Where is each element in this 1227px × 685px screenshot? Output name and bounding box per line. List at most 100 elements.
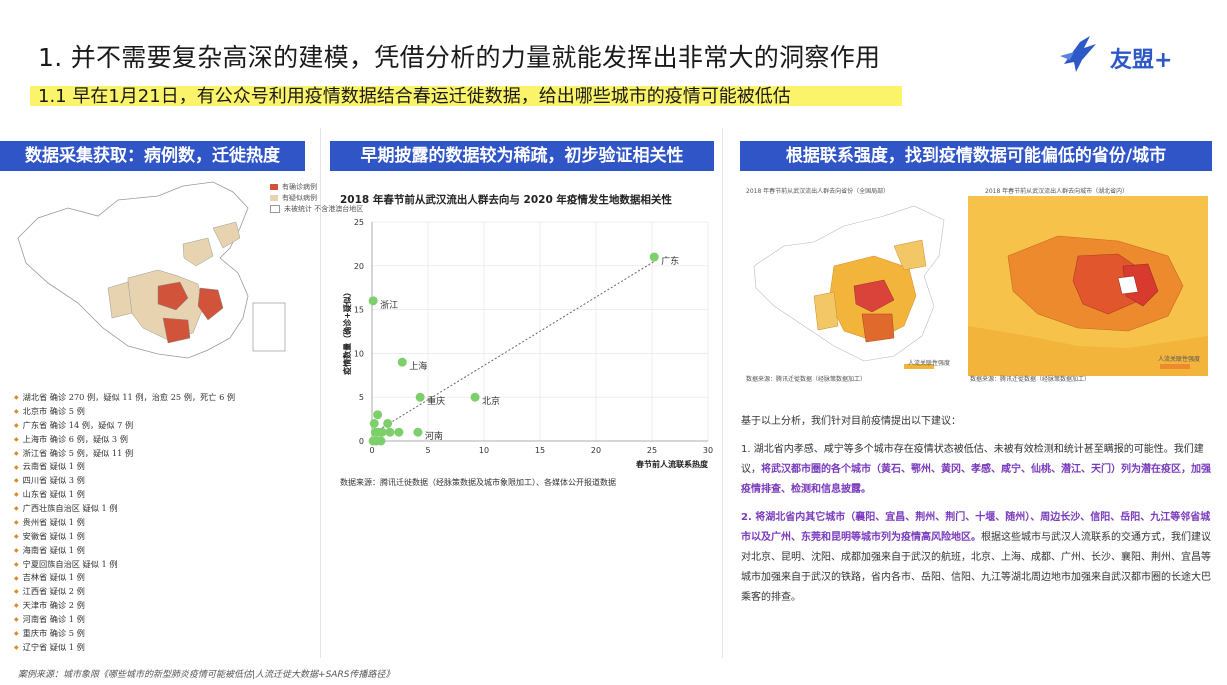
divider-right (722, 128, 723, 658)
bullet-icon: ◆ (14, 532, 19, 540)
bullet-icon: ◆ (14, 505, 19, 513)
data-point (374, 427, 384, 437)
x-tick-label: 5 (425, 446, 430, 455)
case-list-item: ◆ 辽宁省 疑似 1 例 (14, 641, 85, 652)
case-list: ◆ 湖北省 确诊 270 例，疑似 11 例，治愈 25 例，死亡 6 例 ◆ 北京市… (14, 391, 235, 655)
bullet-icon: ◆ (14, 408, 19, 415)
subtitle-highlight (30, 86, 902, 106)
umeng-bird-icon (1060, 36, 1096, 72)
bullet-icon: ◆ (14, 546, 19, 554)
hubei-city-map (968, 196, 1208, 376)
case-list-item: ◆ 上海市 确诊 6 例，疑似 3 例 (14, 433, 128, 444)
data-point (383, 418, 393, 428)
bullet-icon: ◆ (14, 588, 19, 596)
umeng-logo: 友盟+ (1056, 34, 1186, 74)
bullet-icon: ◆ (14, 491, 19, 499)
page-subtitle: 1.1 早在1月21日，有公众号利用疫情数据结合春运迁徙数据，给出哪些城市的疫情… (30, 82, 902, 108)
bullet-icon: ◆ (14, 463, 19, 471)
trend-line (371, 260, 655, 435)
case-list-item: ◆ 浙江省 确诊 5 例，疑似 11 例 (14, 447, 134, 458)
data-point (368, 296, 378, 306)
bullet-icon: ◆ (14, 435, 19, 443)
case-list-item: ◆ 天津市 确诊 2 例 (14, 600, 85, 611)
case-list-item: ◆ 宁夏回族自治区 疑似 1 例 (14, 558, 118, 569)
advice-item-2: 2. 将湖北省内其它城市（襄阳、宜昌、荆州、荆门、十堰、随州）、周边长沙、信阳、… (741, 512, 1211, 603)
case-list-item: ◆ 北京市 确诊 5 例 (14, 405, 85, 416)
map1-title: 2018 年春节前从武汉流出人群去向省份（全国局部） (746, 188, 890, 195)
case-list-item: ◆ 山东省 疑似 1 例 (14, 489, 85, 500)
x-tick-label: 10 (479, 446, 489, 455)
logo-text: 友盟+ (1110, 48, 1173, 73)
data-point (415, 392, 425, 402)
footer-source: 案例来源：城市象限《哪些城市的新型肺炎疫情可能被低估|人流迁徙大数据+SARS传… (18, 670, 395, 680)
y-tick-label: 20 (354, 262, 364, 271)
case-list-item: ◆ 四川省 疑似 3 例 (14, 475, 85, 486)
map2-legend-label: 人流关联性强度 (1158, 356, 1201, 363)
bullet-icon: ◆ (14, 477, 19, 485)
data-point (373, 410, 383, 420)
data-point (649, 252, 659, 262)
point-label: 上海 (409, 360, 427, 372)
bullet-icon: ◆ (14, 574, 19, 582)
x-tick-label: 25 (647, 446, 657, 455)
case-list-item: ◆ 江西省 疑似 2 例 (14, 586, 85, 597)
y-axis-title: 疫情数量（确诊+疑似） (342, 288, 352, 375)
x-axis-title: 春节前人流联系热度 (636, 459, 709, 469)
y-tick-label: 25 (354, 218, 364, 227)
panel1-header: 数据采集获取：病例数，迁徙热度 (0, 141, 305, 171)
case-list-item: ◆ 重庆市 确诊 5 例 (14, 627, 85, 638)
case-list-item: ◆ 吉林省 疑似 1 例 (14, 572, 85, 583)
x-tick-label: 20 (591, 446, 601, 455)
panel2-header: 早期披露的数据较为稀疏，初步验证相关性 (330, 141, 714, 171)
bullet-icon: ◆ (14, 602, 19, 610)
bullet-icon: ◆ (14, 560, 19, 568)
bullet-icon: ◆ (14, 630, 19, 637)
point-label: 重庆 (427, 395, 445, 407)
legend-suspected: 有疑似病例 (282, 194, 317, 202)
china-case-map (17, 181, 286, 359)
y-tick-label: 0 (359, 437, 364, 446)
map2-source: 数据来源：腾讯迁徙数据（经脉策数据加工） (970, 376, 1091, 383)
point-label: 浙江 (380, 299, 398, 311)
advice-text: 基于以上分析，我们针对目前疫情提出以下建议： 1. 湖北省内孝感、咸宁等多个城市… (741, 412, 1211, 616)
bullet-icon: ◆ (14, 616, 19, 624)
case-list-item: ◆ 广东省 确诊 14 例，疑似 7 例 (14, 419, 134, 430)
case-list-item: ◆ 湖北省 确诊 270 例，疑似 11 例，治愈 25 例，死亡 6 例 (14, 392, 236, 402)
chart-source: 数据来源：腾讯迁徙数据（经脉策数据及城市象限加工）、各媒体公开报道数据 (340, 478, 616, 487)
province-flow-map (753, 205, 945, 369)
data-point (376, 436, 386, 446)
case-list-item: ◆ 贵州省 疑似 1 例 (14, 516, 85, 527)
data-point (413, 427, 423, 437)
subtitle-text: 1.1 早在1月21日，有公众号利用疫情数据结合春运迁徙数据，给出哪些城市的疫情… (38, 86, 791, 107)
case-list-item: ◆ 广西壮族自治区 疑似 1 例 (14, 503, 118, 513)
advice-intro: 基于以上分析，我们针对目前疫情提出以下建议： (741, 416, 961, 427)
map-legend: 有确诊病例 有疑似病例 未被统计 不含港澳台地区 (270, 182, 363, 215)
data-point (369, 418, 379, 428)
bullet-icon: ◆ (14, 421, 19, 429)
point-label: 广东 (661, 255, 679, 267)
chart-title: 2018 年春节前从武汉流出人群去向与 2020 年疫情发生地数据相关性 (340, 194, 672, 206)
data-point (470, 392, 480, 402)
case-list-item: ◆ 云南省 疑似 1 例 (14, 461, 85, 472)
bullet-icon: ◆ (14, 519, 19, 526)
map1-source: 数据来源：腾讯迁徙数据（经脉策数据加工） (746, 376, 867, 383)
case-list-item: ◆ 安徽省 疑似 1 例 (14, 530, 85, 541)
case-list-item: ◆ 河南省 确诊 1 例 (14, 614, 85, 624)
point-label: 北京 (482, 395, 500, 407)
bullet-icon: ◆ (14, 394, 19, 402)
divider-left (320, 128, 321, 658)
legend-none: 未被统计 不含港澳台地区 (284, 205, 364, 213)
data-point (385, 427, 395, 437)
y-tick-label: 5 (359, 393, 364, 402)
data-point (397, 357, 407, 367)
panel3-header: 根据联系强度，找到疫情数据可能偏低的省份/城市 (740, 141, 1212, 171)
bullet-icon: ◆ (14, 643, 19, 651)
x-tick-label: 15 (535, 446, 545, 455)
y-tick-label: 10 (354, 349, 364, 358)
x-tick-label: 0 (369, 446, 374, 455)
map1-legend-label: 人流关联性强度 (908, 360, 951, 367)
advice-item-1: 1. 湖北省内孝感、咸宁等多个城市存在疫情状态被低估、未被有效检测和统计甚至瞒报… (741, 444, 1211, 495)
x-tick-label: 30 (703, 446, 713, 455)
y-tick-label: 15 (354, 306, 364, 315)
